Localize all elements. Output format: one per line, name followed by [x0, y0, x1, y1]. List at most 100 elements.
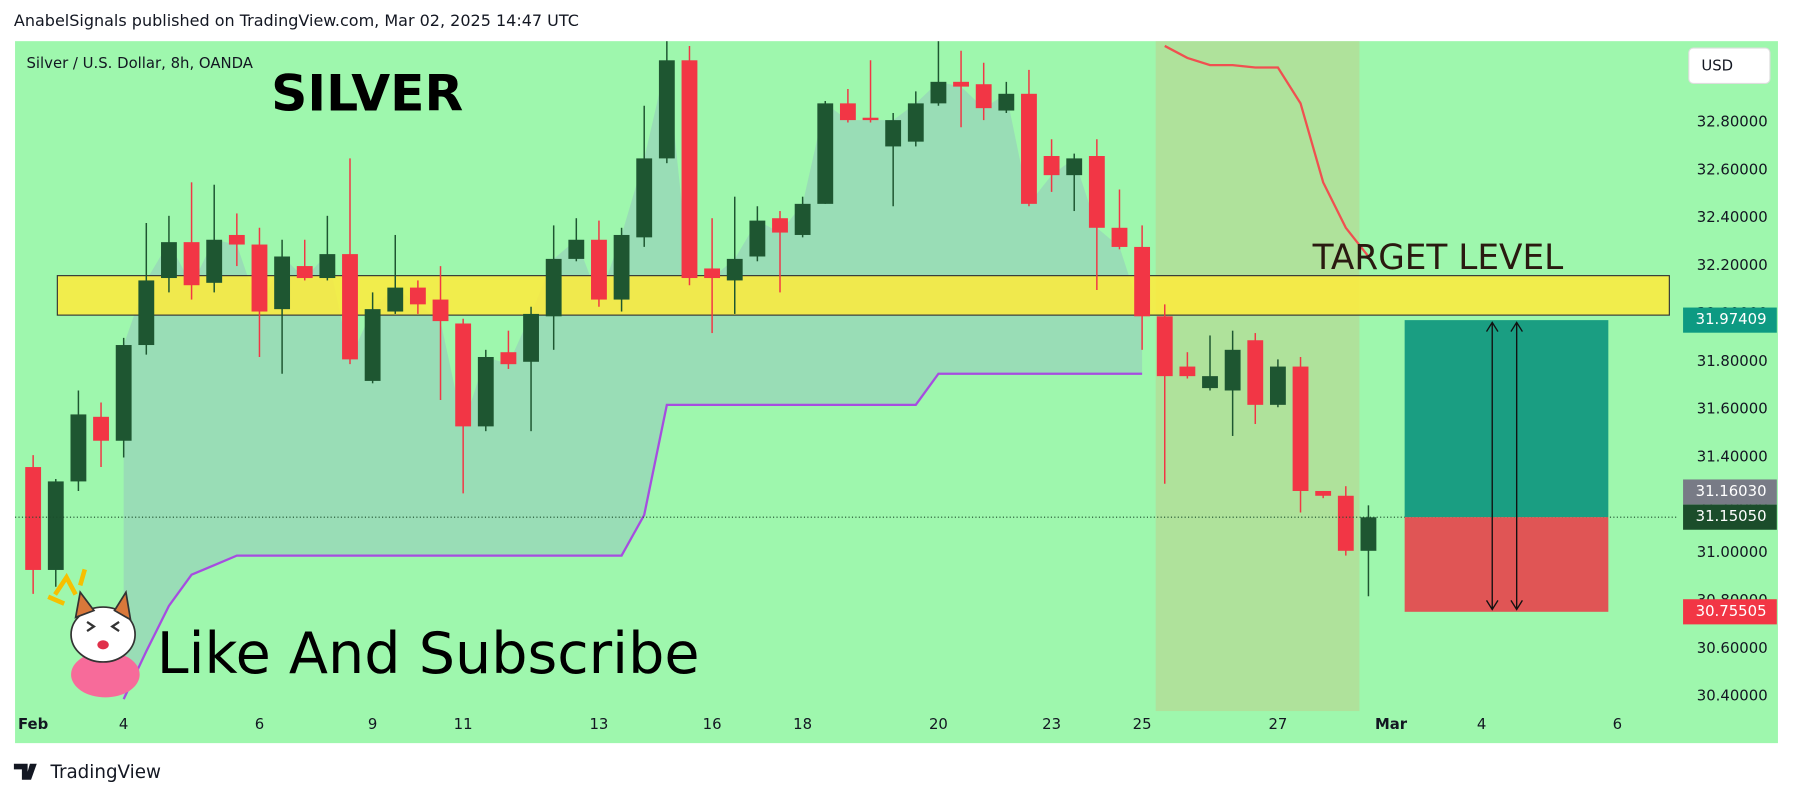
- x-tick-label: Mar: [1375, 715, 1408, 733]
- candle-body: [115, 345, 132, 441]
- currency-label: USD: [1701, 56, 1733, 74]
- x-tick-label: 27: [1268, 715, 1287, 733]
- candle-body: [726, 258, 743, 281]
- candle-body: [1021, 93, 1037, 204]
- candle-body: [636, 158, 653, 238]
- candle-body: [1156, 316, 1173, 377]
- candle-body: [138, 280, 155, 346]
- tradingview-logo: [13, 763, 37, 780]
- candle-body: [1269, 366, 1286, 405]
- candle-body: [704, 268, 721, 279]
- x-tick-label: 11: [454, 715, 473, 733]
- indicator-line: [122, 372, 1143, 700]
- price-label-box: [1683, 504, 1777, 530]
- candle-body: [681, 60, 698, 279]
- candle-body: [1360, 517, 1377, 551]
- candle-body: [749, 220, 766, 257]
- x-tick-label: 4: [119, 715, 128, 733]
- x-tick-label: 18: [793, 715, 812, 733]
- x-tick-label: 9: [368, 715, 377, 733]
- annotation-text: Like And Subscribe: [157, 621, 700, 687]
- candle-body: [794, 203, 811, 235]
- price-label-box: [1683, 307, 1777, 333]
- candle-body: [568, 239, 585, 259]
- chart-title: SILVER: [271, 64, 463, 123]
- candle-body: [455, 323, 472, 427]
- price-label-box: [1683, 599, 1777, 625]
- x-tick-label: 20: [929, 715, 948, 733]
- price-axis: 30.4000030.6000030.8000031.0000031.20000…: [1683, 113, 1777, 705]
- candle-body: [839, 103, 856, 121]
- candle-body: [953, 81, 969, 87]
- y-tick-label: 32.60000: [1697, 160, 1768, 178]
- y-tick-label: 31.00000: [1697, 543, 1768, 561]
- x-tick-label: Feb: [18, 715, 48, 733]
- plot-area: [25, 41, 1670, 712]
- candle-body: [523, 313, 539, 362]
- candle-body: [409, 287, 426, 305]
- candle-body: [364, 309, 381, 381]
- candle-body: [477, 356, 494, 427]
- candle-body: [1337, 495, 1354, 551]
- currency-box: [1688, 47, 1771, 85]
- candle-body: [658, 60, 675, 159]
- candle-body: [296, 266, 313, 279]
- candle-body: [25, 467, 42, 570]
- candle-body: [817, 103, 834, 204]
- candle-body: [1043, 156, 1060, 176]
- price-label: 31.15050: [1696, 507, 1767, 525]
- candle-body: [1111, 227, 1128, 247]
- candle-body: [274, 256, 291, 310]
- price-label: 31.97409: [1696, 310, 1767, 328]
- indicator-line: [1164, 44, 1370, 258]
- candle-body: [930, 81, 947, 104]
- y-tick-label: 31.40000: [1697, 447, 1768, 465]
- candle-body: [591, 239, 607, 300]
- footer-brand: TradingView: [49, 762, 161, 783]
- price-label: 30.75505: [1696, 602, 1767, 620]
- candle-body: [342, 254, 358, 360]
- x-tick-label: 25: [1133, 715, 1152, 733]
- candle-body: [1292, 366, 1309, 491]
- y-tick-label: 32.20000: [1697, 256, 1768, 274]
- x-tick-label: 16: [703, 715, 722, 733]
- target-zone: [56, 275, 1670, 316]
- y-tick-label: 31.60000: [1697, 400, 1768, 418]
- candle-body: [1088, 156, 1105, 228]
- profit-zone: [1404, 320, 1609, 518]
- candle-body: [1247, 340, 1264, 405]
- cat-sticker: [47, 568, 140, 698]
- publish-header: AnabelSignals published on TradingView.c…: [14, 11, 579, 30]
- candle-body: [975, 84, 992, 109]
- range-arrow: [1510, 321, 1523, 611]
- candle-body: [1179, 366, 1196, 377]
- candle-body: [183, 242, 200, 286]
- y-tick-label: 32.80000: [1697, 113, 1768, 131]
- indicator-fill: [123, 60, 1143, 700]
- candle-body: [228, 234, 245, 245]
- y-tick-label: 32.40000: [1697, 208, 1768, 226]
- candle-body: [907, 103, 924, 142]
- price-label-box: [1683, 479, 1777, 505]
- range-arrow: [1485, 321, 1499, 611]
- x-tick-label: 6: [255, 715, 264, 733]
- candle-body: [387, 287, 404, 312]
- candle-body: [1134, 246, 1151, 317]
- candle-body: [545, 258, 562, 317]
- candle-body: [206, 239, 223, 283]
- x-tick-label: 13: [589, 715, 608, 733]
- candle-body: [885, 120, 902, 147]
- candle-body: [1066, 158, 1083, 176]
- candle-body: [93, 416, 109, 441]
- candle-body: [613, 234, 630, 300]
- price-label: 31.16030: [1696, 482, 1767, 500]
- loss-zone: [1404, 517, 1609, 612]
- candle-body: [1202, 376, 1218, 389]
- candle-body: [500, 352, 517, 365]
- candle-body: [772, 218, 788, 233]
- y-tick-label: 31.80000: [1697, 352, 1768, 370]
- candle-body: [161, 242, 177, 279]
- candle-body: [1224, 349, 1241, 391]
- candle-body: [70, 414, 87, 482]
